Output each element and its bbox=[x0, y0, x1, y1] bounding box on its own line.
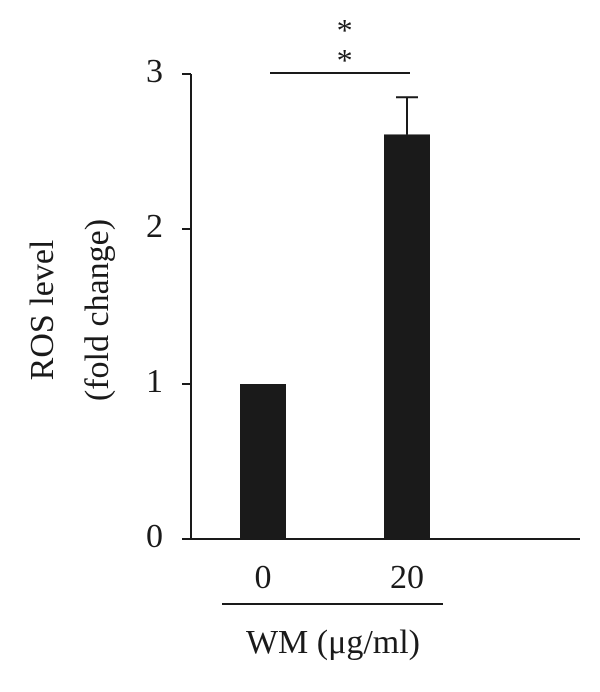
x-axis-label: WM (μg/ml) bbox=[246, 624, 420, 661]
x-tick-label: 0 bbox=[255, 559, 272, 596]
y-axis-label: (fold change) bbox=[79, 219, 116, 401]
y-tick-label: 3 bbox=[146, 53, 163, 90]
bar bbox=[240, 384, 286, 539]
y-axis-label: ROS level bbox=[24, 240, 61, 381]
y-tick-label: 1 bbox=[146, 363, 163, 400]
x-tick-label: 20 bbox=[390, 559, 424, 596]
y-tick-label: 0 bbox=[146, 518, 163, 555]
bar bbox=[384, 134, 430, 539]
y-tick-label: 2 bbox=[146, 208, 163, 245]
significance-label: ** bbox=[327, 12, 363, 72]
